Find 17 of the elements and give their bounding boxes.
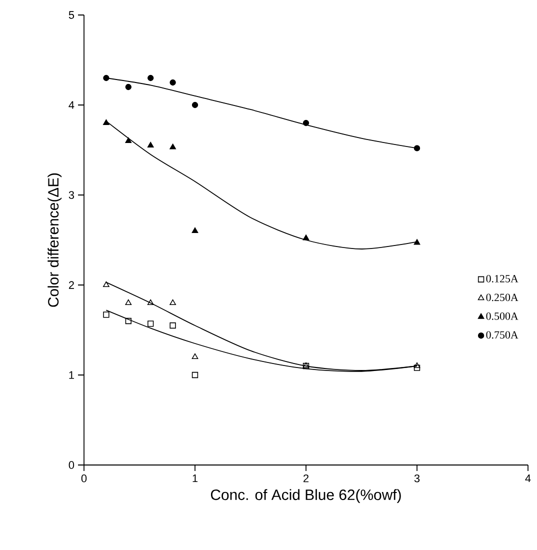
y-tick-label: 5 xyxy=(68,11,74,19)
y-tick-label: 1 xyxy=(69,371,74,379)
y-tick-label: 4 xyxy=(68,101,74,109)
x-tick-label: 4 xyxy=(525,474,531,482)
legend-label: 0.750A xyxy=(486,331,518,339)
x-axis-title: Conc. of Acid Blue 62(%owf) xyxy=(210,489,401,504)
legend-label: 0.500A xyxy=(486,312,518,320)
x-tick-label: 1 xyxy=(192,474,198,482)
x-tick-label: 3 xyxy=(414,474,420,482)
legend-label: 0.125A xyxy=(486,274,518,282)
x-tick-label: 2 xyxy=(304,474,308,482)
legend-label: 0.250A xyxy=(486,294,518,302)
y-tick-label: 3 xyxy=(68,191,74,199)
y-tick-label: 2 xyxy=(68,281,74,289)
y-tick-label: 0 xyxy=(68,461,74,469)
y-axis-title: Color difference(ΔE) xyxy=(48,173,62,307)
x-tick-label: 0 xyxy=(81,474,87,482)
